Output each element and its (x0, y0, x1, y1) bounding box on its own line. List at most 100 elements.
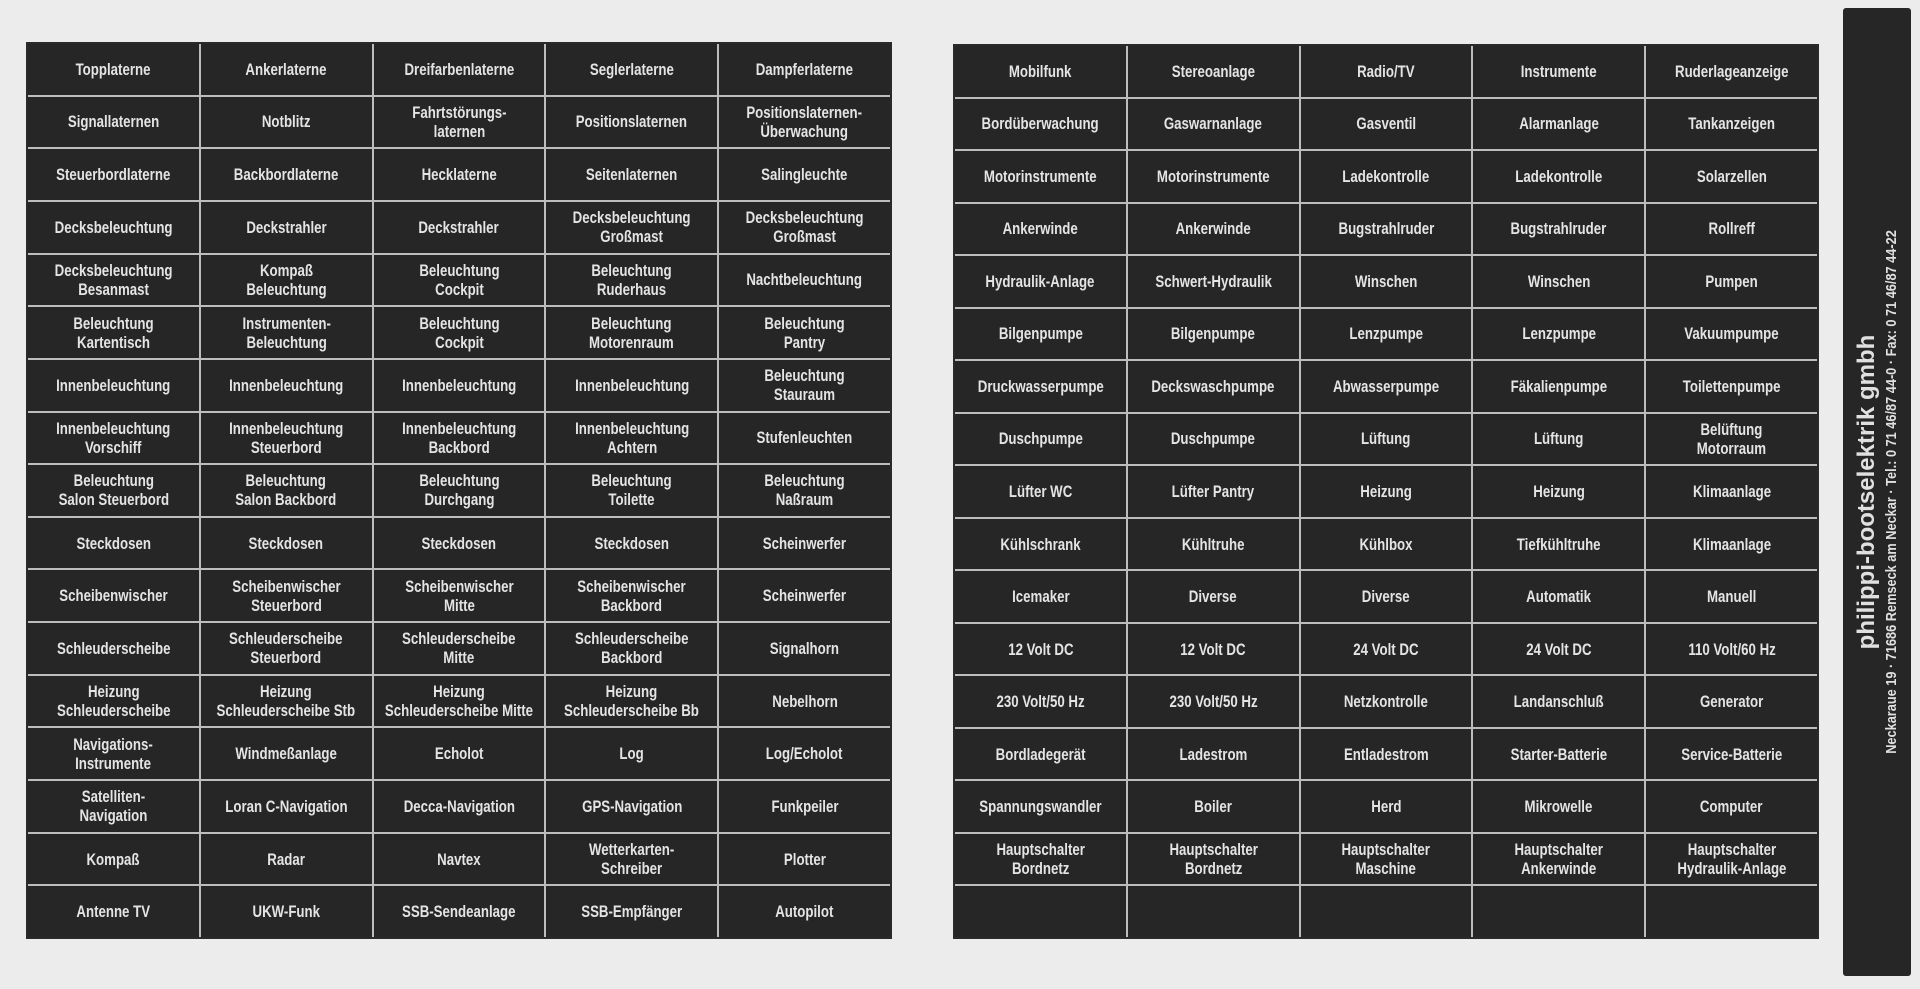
company-name: philippi-bootselektrik gmbh (1853, 334, 1880, 650)
label-cell: Heizung Schleuderscheibe Stb (200, 675, 372, 727)
label-cell: Beleuchtung Cockpit (373, 254, 545, 306)
label-cell: Beleuchtung Salon Backbord (200, 465, 372, 516)
label-cell: Beleuchtung Salon Steuerbord (28, 465, 199, 516)
label-text: Spannungswandler (979, 797, 1102, 817)
label-cell: Schleuderscheibe (28, 623, 199, 674)
label-cell: Decksbeleuchtung Besanmast (28, 254, 199, 306)
label-text: Heizung Schleuderscheibe Bb (564, 682, 700, 721)
label-text: SSB-Empfänger (581, 902, 683, 922)
label-text: Positionslaternen- Überwachung (746, 102, 863, 141)
label-cell: 12 Volt DC (955, 623, 1126, 675)
label-cell: Manuell (1646, 571, 1817, 622)
label-cell: Topplaterne (28, 44, 199, 95)
label-cell: Bugstrahlruder (1473, 203, 1645, 255)
label-text: Winschen (1527, 271, 1591, 291)
label-text: Plotter (783, 849, 826, 869)
label-text: 12 Volt DC (1180, 639, 1246, 659)
label-cell: Autopilot (719, 886, 890, 937)
label-text: Steckdosen (594, 533, 670, 553)
label-cell: Stereoanlage (1127, 46, 1299, 97)
label-text: Automatik (1526, 587, 1592, 607)
label-cell: Beleuchtung Durchgang (373, 465, 545, 516)
label-cell: Schleuderscheibe Backbord (546, 623, 718, 674)
label-text: 24 Volt DC (1353, 639, 1419, 659)
label-cell: Scheibenwischer Backbord (546, 570, 718, 622)
label-text: Diverse (1362, 587, 1410, 607)
label-text: Bilgenpumpe (1171, 324, 1256, 344)
label-text: Mobilfunk (1009, 61, 1072, 81)
label-text: Tankanzeigen (1688, 114, 1775, 134)
label-text: Pumpen (1705, 271, 1758, 291)
label-text: Beleuchtung Naßraum (764, 471, 845, 510)
label-cell: Tiefkühltruhe (1473, 518, 1645, 570)
label-text: Ankerwinde (1002, 219, 1078, 239)
label-cell: Echolot (373, 728, 545, 780)
label-text: Hauptschalter Bordnetz (996, 840, 1085, 879)
label-cell: Deckswaschpumpe (1127, 361, 1299, 412)
label-cell: GPS-Navigation (546, 781, 718, 832)
label-text: Decksbeleuchtung (54, 217, 173, 237)
label-cell: Duschpumpe (955, 413, 1126, 465)
label-text: Beleuchtung Toilette (591, 471, 672, 510)
label-cell: Innenbeleuchtung Steuerbord (200, 412, 372, 464)
label-text: Stufenleuchten (756, 428, 853, 448)
label-text: Ladestrom (1179, 744, 1248, 764)
label-cell: Instrumente (1473, 46, 1645, 97)
label-text: Rollreff (1708, 219, 1755, 239)
label-text: Gasventil (1356, 114, 1416, 134)
label-text: Instrumente (1520, 61, 1597, 81)
label-text: Scheinwerfer (762, 533, 847, 553)
label-text: Instrumenten- Beleuchtung (241, 313, 331, 352)
label-text: 12 Volt DC (1007, 639, 1074, 659)
label-cell: Hauptschalter Ankerwinde (1473, 833, 1645, 885)
label-cell: Heizung (1473, 466, 1645, 517)
label-cell: Heizung Schleuderscheibe (28, 675, 199, 727)
label-text: 110 Volt/60 Hz (1687, 639, 1776, 659)
label-text: Lüfter Pantry (1171, 481, 1255, 501)
label-cell: Log/Echolot (719, 728, 890, 780)
label-cell: Bordüberwachung (955, 98, 1126, 150)
label-text: Netzkontrolle (1343, 692, 1428, 712)
label-cell: Beleuchtung Cockpit (373, 307, 545, 358)
label-text: Entladestrom (1343, 744, 1429, 764)
label-text: Topplaterne (75, 59, 151, 79)
label-text: Vakuumpumpe (1684, 324, 1779, 344)
label-text: Generator (1699, 692, 1764, 712)
label-cell: Decksbeleuchtung Großmast (719, 201, 890, 253)
label-text: Echolot (434, 744, 484, 764)
label-cell: Notblitz (200, 96, 372, 148)
label-text: Lüftung (1534, 429, 1584, 449)
label-text: Dreifarbenlaterne (404, 59, 514, 79)
label-cell: Automatik (1473, 571, 1645, 622)
label-cell: Instrumenten- Beleuchtung (200, 307, 372, 358)
label-cell: Decksbeleuchtung (28, 201, 199, 253)
label-text: Duschpumpe (998, 429, 1083, 449)
label-cell: Heizung Schleuderscheibe Bb (546, 675, 718, 727)
label-text: Duschpumpe (1171, 429, 1256, 449)
label-cell: Beleuchtung Motorenraum (546, 307, 718, 358)
label-cell: Diverse (1127, 571, 1299, 622)
label-text: Nebelhorn (771, 691, 838, 711)
label-text: Dampferlaterne (755, 59, 854, 79)
label-cell: Hauptschalter Bordnetz (955, 833, 1126, 885)
label-cell: Ankerwinde (955, 203, 1126, 255)
label-text: Deckswaschpumpe (1151, 376, 1275, 396)
label-cell: Decksbeleuchtung Großmast (546, 201, 718, 253)
label-cell: Scheinwerfer (719, 570, 890, 622)
label-cell: Windmeßanlage (200, 728, 372, 780)
label-text: Abwasserpumpe (1332, 376, 1440, 396)
label-text: Signallaternen (67, 112, 160, 132)
label-cell: Funkpeiler (719, 781, 890, 832)
label-text: Innenbeleuchtung (56, 375, 171, 395)
label-cell: Tankanzeigen (1646, 98, 1817, 150)
label-cell: Plotter (719, 833, 890, 885)
label-cell: Ankerwinde (1127, 203, 1299, 255)
label-cell: Nachtbeleuchtung (719, 254, 890, 306)
label-text: Landanschluß (1513, 692, 1604, 712)
label-text: Innenbeleuchtung Backbord (401, 418, 517, 457)
label-cell: Belüftung Motorraum (1646, 413, 1817, 465)
label-cell (1127, 886, 1299, 937)
label-text: Alarmanlage (1518, 114, 1599, 134)
label-cell: Loran C-Navigation (200, 781, 372, 832)
label-text: Manuell (1706, 587, 1757, 607)
